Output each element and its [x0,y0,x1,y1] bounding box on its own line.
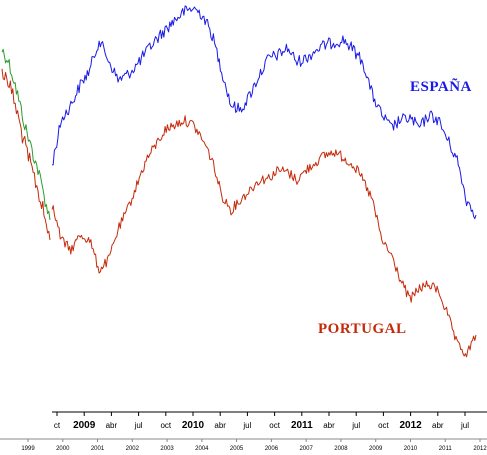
portugal-series [51,115,477,358]
bottom-axis-tick-label: 2000 [56,446,70,452]
top-axis-tick-label: 2012 [399,420,422,431]
espana-series [51,5,477,220]
bottom-axis-ticks: 1999 2000 2001 2002 2003 2004 2005 2006 2007 2008… [21,439,487,452]
bottom-axis-tick-label: 1999 [21,446,35,452]
top-axis-tick-label: oct [378,421,389,430]
espana-line [51,5,477,220]
espana-label: ESPAÑA [410,77,472,95]
top-axis-tick-label: ct [54,421,61,430]
top-axis-tick-label: abr [323,421,335,430]
bottom-axis-tick-label: 2006 [265,446,279,452]
portugal-line [51,115,477,358]
bottom-axis-tick-label: 2010 [404,446,418,452]
bottom-axis-tick-label: 2004 [195,446,209,452]
bottom-axis-tick-label: 2008 [334,446,348,452]
bottom-axis-tick-label: 2002 [126,446,140,452]
early-series [1,48,51,241]
portugal-label: PORTUGAL [318,321,406,337]
top-axis-tick-label: 2010 [182,420,205,431]
top-axis-tick-label: oct [269,421,280,430]
bottom-axis-tick-label: 2011 [439,446,453,452]
top-axis-tick-label: jul [351,421,360,430]
top-axis-tick-label: jul [242,421,251,430]
bottom-axis-tick-label: 2003 [160,446,174,452]
bottom-axis-tick-label: 2009 [369,446,383,452]
top-axis-ticks: ct 2009 abr jul oct 2010 abr jul oct 2011 abr jul oc… [54,412,469,431]
top-axis-tick-label: jul [460,421,469,430]
top-axis-tick-label: abr [432,421,444,430]
top-axis-tick-label: abr [214,421,226,430]
bottom-axis-tick-label: 2007 [299,446,313,452]
top-axis-tick-label: abr [106,421,118,430]
top-axis-tick-label: oct [160,421,171,430]
top-axis-tick-label: jul [134,421,143,430]
bottom-axis-tick-label: 2005 [230,446,244,452]
top-axis-tick-label: 2011 [291,420,313,431]
early-line-red [1,68,51,241]
top-axis-tick-label: 2009 [73,420,96,431]
early-line-green [1,48,51,221]
bottom-axis-tick-label: 2012 [473,446,487,452]
bottom-axis-tick-label: 2001 [91,446,105,452]
